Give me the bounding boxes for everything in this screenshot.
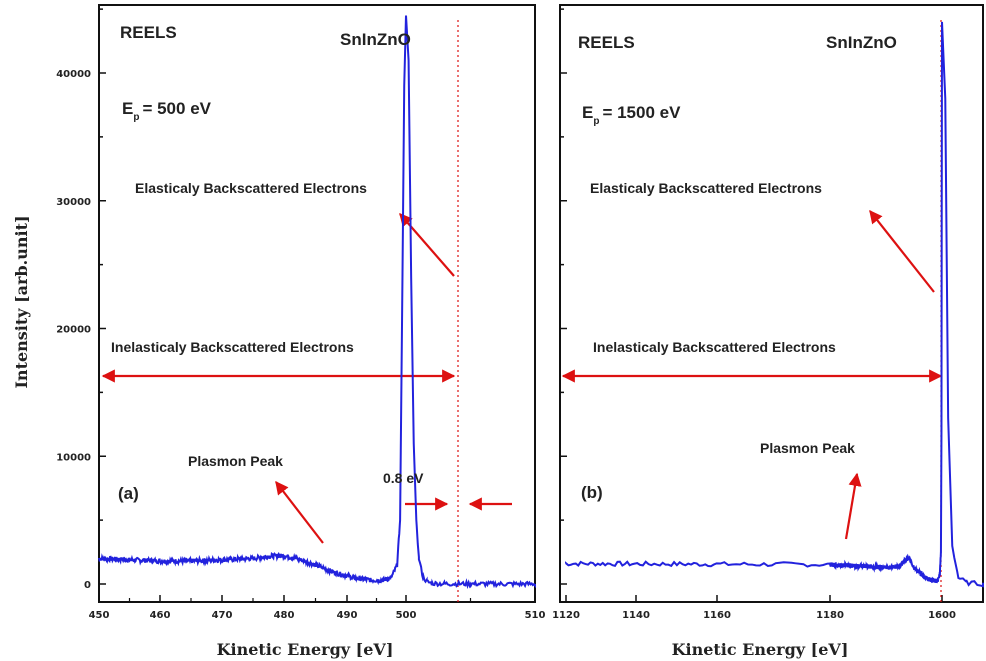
- panel-a-x-tick-label: 480: [274, 610, 295, 621]
- panel-a-x-tick-label: 470: [212, 610, 233, 621]
- panel-a-annotations: [101, 20, 512, 602]
- panel-b-x-tick-label: 1140: [622, 610, 650, 621]
- panel-b-plasmon-arrow: [844, 472, 862, 540]
- panel-a-x-ticks: 450 460 470 480 490 500 510: [89, 595, 546, 621]
- panel-a-y-tick-label: 30000: [56, 197, 91, 208]
- panel-b-technique: REELS: [578, 33, 635, 52]
- panel-a-x-tick-label: 460: [150, 610, 171, 621]
- panel-a-technique: REELS: [120, 23, 177, 42]
- panel-a-plasmon-arrow: [275, 480, 324, 544]
- panel-a-ep-subscript: p: [133, 112, 139, 123]
- y-axis-title: Intensity [arb.unit]: [12, 215, 31, 388]
- panel-b-x-tick-label: 1160: [703, 610, 731, 621]
- panel-a-plasmon-label: Plasmon Peak: [188, 453, 283, 469]
- panel-b: 1120 1140 1160 1180 1600 REELS SnInZnO Ep = 1…: [552, 4, 984, 621]
- panel-a: 0 10000 20000 30000 40000 450 460 470 480 490 500…: [56, 4, 546, 621]
- panel-a-x-tick-label: 500: [396, 610, 417, 621]
- panel-b-elastic-arrow: [869, 209, 935, 293]
- panel-a-inelastic-label: Inelasticaly Backscattered Electrons: [111, 339, 354, 355]
- panel-a-x-tick-label: 450: [89, 610, 110, 621]
- panel-a-sample: SnInZnO: [340, 30, 411, 49]
- panel-b-plasmon-label: Plasmon Peak: [760, 440, 855, 456]
- panel-a-x-tick-label: 490: [337, 610, 358, 621]
- panel-b-series-line: [565, 21, 984, 588]
- panel-a-x-axis-title: Kinetic Energy [eV]: [217, 640, 394, 659]
- panel-b-y-ticks: [560, 8, 567, 585]
- panel-a-frame: [98, 4, 536, 603]
- panel-b-x-tick-label: 1120: [552, 610, 580, 621]
- panel-a-y-tick-label: 20000: [56, 325, 91, 336]
- panel-a-elastic-arrow: [399, 213, 455, 277]
- panel-b-x-tick-label: 1180: [816, 610, 844, 621]
- panel-b-x-axis-title: Kinetic Energy [eV]: [672, 640, 849, 659]
- panel-b-x-tick-label: 1600: [928, 610, 956, 621]
- panel-a-x-tick-label: 510: [525, 610, 546, 621]
- panel-b-sample: SnInZnO: [826, 33, 897, 52]
- panel-a-label: (a): [118, 484, 139, 503]
- svg-text:Ep= 500 eV: Ep = 500 eV: [122, 99, 212, 123]
- panel-a-series-line: [98, 15, 536, 590]
- panel-a-ep-value: = 500 eV: [142, 99, 211, 118]
- panel-a-y-ticks: 0 10000 20000 30000 40000: [56, 8, 106, 591]
- panel-b-inelastic-label: Inelasticaly Backscattered Electrons: [593, 339, 836, 355]
- panel-b-label: (b): [581, 483, 603, 502]
- panel-b-elastic-label: Elasticaly Backscattered Electrons: [590, 180, 822, 196]
- panel-a-fwhm-label: 0.8 eV: [383, 470, 424, 486]
- panel-a-ep-symbol: E: [122, 99, 133, 118]
- panel-b-ep-value: = 1500 eV: [602, 103, 681, 122]
- panel-a-y-tick-label: 0: [84, 580, 91, 591]
- svg-text:Ep= 1500 eV: Ep = 1500 eV: [582, 103, 681, 127]
- panel-b-ep-subscript: p: [593, 116, 599, 127]
- panel-a-elastic-label: Elasticaly Backscattered Electrons: [135, 180, 367, 196]
- panel-a-y-tick-label: 40000: [56, 69, 91, 80]
- panel-b-ep-symbol: E: [582, 103, 593, 122]
- panel-b-frame: [559, 4, 984, 603]
- panel-a-y-tick-label: 10000: [56, 452, 91, 463]
- panel-b-x-ticks: 1120 1140 1160 1180 1600: [552, 595, 956, 621]
